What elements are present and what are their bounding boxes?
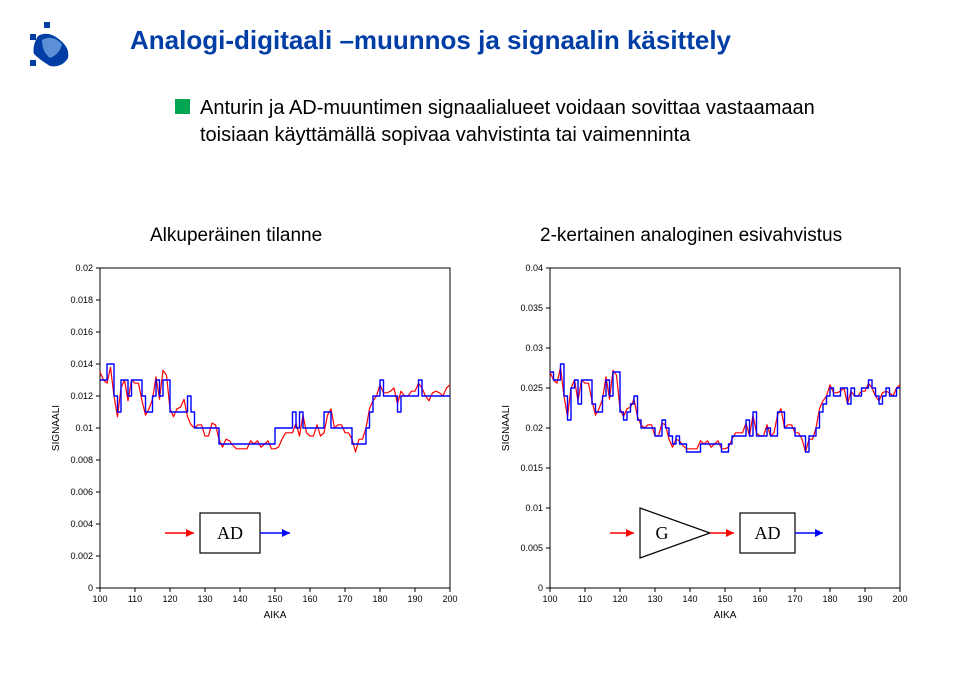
svg-text:SIGNAALI: SIGNAALI	[51, 405, 62, 451]
svg-text:0.016: 0.016	[70, 327, 93, 337]
svg-text:140: 140	[682, 594, 697, 604]
svg-text:180: 180	[822, 594, 837, 604]
chart-right: 100 110 120 130 140 150 160 170 180 190 200 0 0.005 0…	[495, 258, 915, 668]
svg-text:0.004: 0.004	[70, 519, 93, 529]
bullet-text: Anturin ja AD-muuntimen signaalialueet v…	[200, 95, 855, 149]
svg-text:0.02: 0.02	[525, 423, 543, 433]
bullet-square-icon	[175, 99, 190, 114]
svg-text:150: 150	[717, 594, 732, 604]
caption-left: Alkuperäinen tilanne	[150, 225, 322, 247]
svg-text:170: 170	[787, 594, 802, 604]
svg-text:130: 130	[647, 594, 662, 604]
svg-text:0.006: 0.006	[70, 487, 93, 497]
svg-text:110: 110	[578, 594, 592, 604]
svg-text:160: 160	[752, 594, 767, 604]
svg-text:0.002: 0.002	[70, 551, 93, 561]
charts-row: 100 110 120 130 140 150 160 170 180 190 200 0 0.002 0…	[45, 258, 915, 668]
svg-text:0.015: 0.015	[520, 463, 543, 473]
svg-text:110: 110	[128, 594, 142, 604]
svg-text:AD: AD	[217, 523, 243, 543]
chart-left: 100 110 120 130 140 150 160 170 180 190 200 0 0.002 0…	[45, 258, 465, 668]
svg-text:100: 100	[92, 594, 107, 604]
svg-text:200: 200	[892, 594, 907, 604]
svg-text:0.012: 0.012	[70, 391, 93, 401]
svg-text:140: 140	[232, 594, 247, 604]
svg-text:0.008: 0.008	[70, 455, 93, 465]
logo-icon	[20, 20, 80, 80]
svg-text:0.02: 0.02	[75, 263, 93, 273]
svg-text:150: 150	[267, 594, 282, 604]
svg-text:G: G	[656, 523, 669, 543]
bullet-block: Anturin ja AD-muuntimen signaalialueet v…	[175, 95, 855, 149]
svg-text:0.014: 0.014	[70, 359, 93, 369]
svg-text:0.035: 0.035	[520, 303, 543, 313]
svg-text:0.01: 0.01	[75, 423, 93, 433]
svg-text:180: 180	[372, 594, 387, 604]
svg-text:0.018: 0.018	[70, 295, 93, 305]
svg-text:AIKA: AIKA	[714, 610, 737, 621]
svg-text:0.04: 0.04	[525, 263, 543, 273]
svg-text:170: 170	[337, 594, 352, 604]
svg-text:0.025: 0.025	[520, 383, 543, 393]
svg-text:190: 190	[857, 594, 872, 604]
svg-text:0.005: 0.005	[520, 543, 543, 553]
slide: Analogi-digitaali –muunnos ja signaalin …	[0, 0, 960, 688]
svg-text:130: 130	[197, 594, 212, 604]
svg-text:0.01: 0.01	[525, 503, 543, 513]
svg-text:0: 0	[538, 583, 543, 593]
caption-right: 2-kertainen analoginen esivahvistus	[540, 225, 842, 247]
svg-text:200: 200	[442, 594, 457, 604]
svg-text:SIGNAALI: SIGNAALI	[501, 405, 512, 451]
svg-text:AIKA: AIKA	[264, 610, 287, 621]
svg-text:120: 120	[612, 594, 627, 604]
svg-text:160: 160	[302, 594, 317, 604]
svg-text:120: 120	[162, 594, 177, 604]
svg-text:100: 100	[542, 594, 557, 604]
svg-text:0.03: 0.03	[525, 343, 543, 353]
svg-text:AD: AD	[755, 523, 781, 543]
slide-title: Analogi-digitaali –muunnos ja signaalin …	[130, 25, 731, 56]
svg-text:190: 190	[407, 594, 422, 604]
svg-text:0: 0	[88, 583, 93, 593]
